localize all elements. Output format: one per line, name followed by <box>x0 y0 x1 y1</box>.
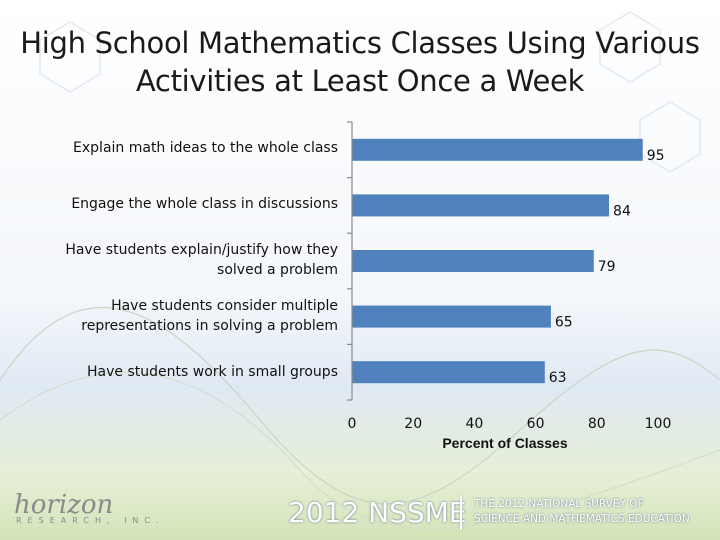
bar-3 <box>352 305 551 328</box>
footer-divider <box>460 496 462 530</box>
value-label-1: 84 <box>613 203 631 219</box>
survey-name: 2012 NSSME <box>288 496 467 529</box>
value-label-2: 79 <box>598 259 616 275</box>
x-tick-label-0: 0 <box>348 416 357 432</box>
value-label-0: 95 <box>647 148 665 164</box>
bar-2 <box>352 250 594 272</box>
x-axis-label: Percent of Classes <box>442 435 567 451</box>
bar-1 <box>352 194 610 217</box>
value-label-4: 63 <box>549 370 567 386</box>
category-label-3: Have students consider multiple represen… <box>81 298 338 334</box>
survey-tagline: THE 2012 NATIONAL SURVEY OF SCIENCE AND … <box>474 497 714 527</box>
chart-title: High School Mathematics Classes Using Va… <box>20 26 700 98</box>
x-tick-label-2: 40 <box>465 416 483 432</box>
horizon-logo: horizon <box>14 490 114 520</box>
category-label-0: Explain math ideas to the whole class <box>73 140 338 156</box>
x-tick-label-3: 60 <box>527 416 545 432</box>
value-label-3: 65 <box>555 315 573 331</box>
survey-tagline-line-1: THE 2012 NATIONAL SURVEY OF <box>474 498 644 510</box>
category-label-1: Engage the whole class in discussions <box>71 196 338 212</box>
bar-0 <box>352 138 643 161</box>
x-tick-label-5: 100 <box>645 416 672 432</box>
category-label-4: Have students work in small groups <box>87 364 338 380</box>
horizon-logo-subtitle: RESEARCH, INC. <box>16 516 165 525</box>
x-tick-label-1: 20 <box>404 416 422 432</box>
bar-4 <box>352 361 545 384</box>
survey-tagline-line-2: SCIENCE AND MATHEMATICS EDUCATION <box>474 513 690 525</box>
x-tick-label-4: 80 <box>588 416 606 432</box>
category-label-2: Have students explain/justify how they s… <box>65 242 338 278</box>
